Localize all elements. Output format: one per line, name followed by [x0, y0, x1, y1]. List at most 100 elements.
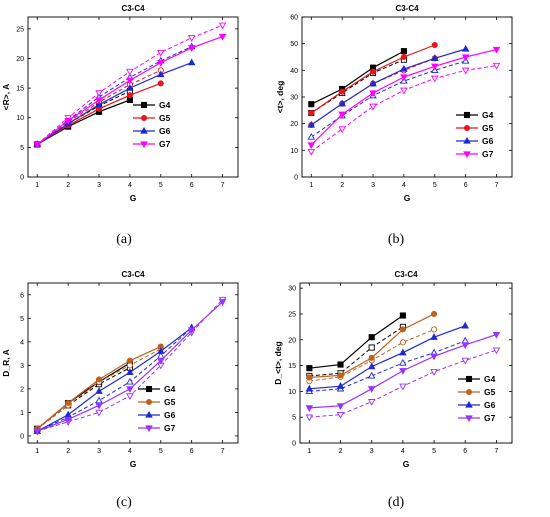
series-line-dashed — [37, 327, 193, 432]
y-tick-label: 0 — [292, 441, 296, 448]
data-point — [399, 368, 407, 375]
x-tick-label: 1 — [35, 448, 39, 455]
series-line-solid — [310, 50, 405, 105]
data-point — [431, 54, 439, 61]
x-tick-label: 3 — [97, 182, 101, 189]
legend-label: G5 — [164, 397, 176, 407]
data-point — [187, 58, 196, 66]
legend-label: G4 — [484, 374, 496, 384]
x-axis-label: G — [130, 193, 137, 203]
data-point-hollow — [95, 409, 103, 417]
legend-label: G4 — [164, 384, 176, 394]
legend-marker — [465, 400, 473, 408]
data-point — [369, 79, 377, 87]
legend-marker — [140, 141, 148, 149]
data-point — [492, 46, 501, 54]
x-tick-label: 1 — [35, 182, 39, 189]
series-line-dashed — [309, 326, 404, 377]
data-point — [400, 64, 408, 72]
data-point — [336, 382, 345, 389]
x-axis-label: G — [404, 193, 411, 203]
x-tick-label: 4 — [128, 182, 132, 189]
legend: G4 G5 G6 G7 — [456, 110, 494, 159]
chart-panel-3: C3-C4 1 2 3 4 5 6 7 0 1 2 3 4 5 6 G D_R, A G4 G5 G6 G7 (c) — [1, 270, 239, 510]
y-tick-label: 6 — [20, 292, 24, 299]
y-tick-label: 10 — [288, 389, 296, 396]
data-point — [126, 368, 134, 376]
data-point-hollow — [399, 383, 407, 391]
data-point — [308, 109, 315, 117]
data-point — [187, 327, 196, 335]
y-tick-label: 0 — [20, 433, 24, 440]
x-tick-label: 1 — [307, 448, 311, 455]
data-point — [218, 299, 227, 306]
data-point — [306, 365, 313, 372]
data-point — [306, 374, 313, 381]
y-axis-label: D_R, A — [1, 349, 11, 377]
series-line-solid — [310, 48, 466, 126]
x-tick-label: 5 — [159, 448, 163, 455]
series-g7 — [33, 296, 227, 436]
plot-frame — [299, 282, 513, 444]
legend-label: G5 — [159, 113, 171, 123]
y-tick-label: 50 — [290, 41, 298, 48]
legend-marker — [465, 388, 473, 396]
legend: G4 G5 G6 G7 — [458, 374, 496, 423]
legend-marker — [145, 425, 153, 433]
y-axis-label: <R>, A — [1, 84, 11, 111]
data-point — [400, 48, 407, 55]
y-tick-label: 25 — [16, 26, 24, 33]
data-point — [95, 97, 103, 105]
x-tick-label: 2 — [66, 448, 70, 455]
legend-label: G7 — [484, 413, 496, 423]
legend-label: G6 — [164, 410, 176, 420]
series-line-dashed — [310, 60, 466, 138]
legend-label: G6 — [159, 126, 171, 136]
data-point-hollow — [369, 103, 377, 111]
x-tick-label: 4 — [401, 448, 405, 455]
data-point — [430, 333, 438, 340]
legend-label: G4 — [482, 110, 494, 120]
y-tick-label: 1 — [20, 410, 24, 417]
series-g7 — [305, 331, 501, 422]
data-point — [64, 118, 72, 125]
y-tick-label: 4 — [20, 339, 24, 346]
legend-marker — [463, 124, 471, 132]
y-tick-label: 25 — [288, 311, 296, 318]
y-tick-label: 40 — [290, 68, 298, 75]
x-tick-label: 6 — [190, 448, 194, 455]
y-tick-label: 20 — [16, 56, 24, 63]
y-tick-label: 20 — [290, 121, 298, 128]
x-tick-label: 5 — [159, 182, 163, 189]
data-point — [430, 353, 438, 361]
data-point-hollow — [187, 35, 196, 42]
series-g7 — [307, 46, 501, 156]
x-tick-label: 3 — [97, 448, 101, 455]
legend-label: G5 — [484, 387, 496, 397]
data-point — [64, 410, 72, 418]
data-point-hollow — [461, 67, 470, 75]
x-tick-label: 2 — [66, 182, 70, 189]
y-tick-label: 0 — [294, 175, 298, 182]
x-tick-label: 6 — [464, 182, 468, 189]
data-point — [126, 92, 133, 99]
x-tick-label: 6 — [463, 448, 467, 455]
data-point-hollow — [492, 62, 501, 70]
data-point — [157, 357, 165, 365]
chart-panel-2: C3-C4 1 2 3 4 5 6 7 0 10 20 30 40 50 60 G <t>, deg G4 G5 G6… — [275, 4, 513, 247]
data-point — [339, 88, 346, 95]
legend-marker — [463, 136, 471, 144]
series-g5 — [306, 310, 438, 385]
y-tick-label: 10 — [290, 148, 298, 155]
legend-marker — [465, 415, 473, 423]
y-tick-label: 5 — [20, 145, 24, 152]
x-tick-label: 7 — [221, 448, 225, 455]
data-point — [400, 53, 407, 61]
x-axis-label: G — [403, 459, 410, 469]
data-point-hollow — [431, 326, 438, 333]
panel-label: (c) — [116, 495, 132, 510]
data-point — [367, 386, 376, 393]
data-point — [64, 416, 72, 424]
data-point — [368, 354, 375, 361]
